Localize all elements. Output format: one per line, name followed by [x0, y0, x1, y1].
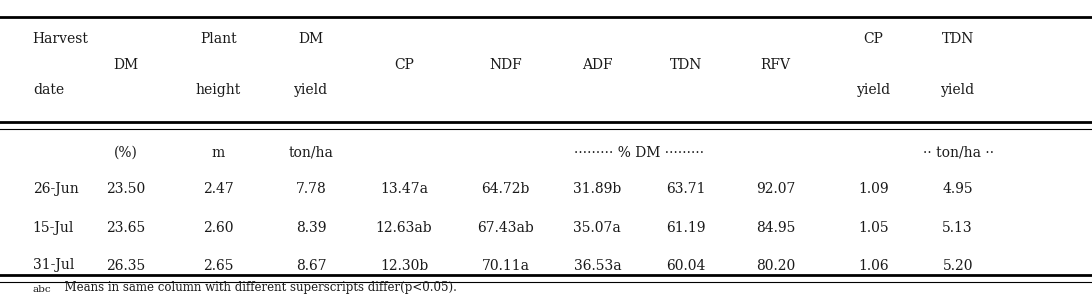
Text: 84.95: 84.95	[756, 221, 795, 235]
Text: 63.71: 63.71	[666, 182, 705, 196]
Text: 60.04: 60.04	[666, 259, 705, 272]
Text: 36.53a: 36.53a	[573, 259, 621, 272]
Text: 5.13: 5.13	[942, 221, 973, 235]
Text: 26-Jun: 26-Jun	[33, 182, 79, 196]
Text: 26.35: 26.35	[106, 259, 145, 272]
Text: 92.07: 92.07	[756, 182, 795, 196]
Text: 7.78: 7.78	[296, 182, 327, 196]
Text: RFV: RFV	[760, 58, 791, 71]
Text: m: m	[212, 146, 225, 160]
Text: TDN: TDN	[669, 58, 702, 71]
Text: 15-Jul: 15-Jul	[33, 221, 74, 235]
Text: 23.65: 23.65	[106, 221, 145, 235]
Text: 61.19: 61.19	[666, 221, 705, 235]
Text: Means in same column with different superscripts differ(p<0.05).: Means in same column with different supe…	[57, 281, 456, 294]
Text: ········· % DM ·········: ········· % DM ·········	[573, 146, 704, 160]
Text: yield: yield	[294, 83, 329, 97]
Text: TDN: TDN	[941, 32, 974, 46]
Text: 12.63ab: 12.63ab	[376, 221, 432, 235]
Text: 31-Jul: 31-Jul	[33, 259, 74, 272]
Text: 80.20: 80.20	[756, 259, 795, 272]
Text: 2.60: 2.60	[203, 221, 234, 235]
Text: DM: DM	[298, 32, 324, 46]
Text: 64.72b: 64.72b	[482, 182, 530, 196]
Text: 4.95: 4.95	[942, 182, 973, 196]
Text: yield: yield	[856, 83, 891, 97]
Text: 31.89b: 31.89b	[573, 182, 621, 196]
Text: 23.50: 23.50	[106, 182, 145, 196]
Text: 2.47: 2.47	[203, 182, 234, 196]
Text: abc: abc	[33, 285, 51, 294]
Text: date: date	[33, 83, 64, 97]
Text: ADF: ADF	[582, 58, 613, 71]
Text: Harvest: Harvest	[33, 32, 88, 46]
Text: 8.39: 8.39	[296, 221, 327, 235]
Text: 1.06: 1.06	[858, 259, 889, 272]
Text: 12.30b: 12.30b	[380, 259, 428, 272]
Text: ton/ha: ton/ha	[288, 146, 334, 160]
Text: CP: CP	[394, 58, 414, 71]
Text: CP: CP	[864, 32, 883, 46]
Text: height: height	[195, 83, 241, 97]
Text: 67.43ab: 67.43ab	[477, 221, 534, 235]
Text: 5.20: 5.20	[942, 259, 973, 272]
Text: NDF: NDF	[489, 58, 522, 71]
Text: yield: yield	[940, 83, 975, 97]
Text: 1.09: 1.09	[858, 182, 889, 196]
Text: 8.67: 8.67	[296, 259, 327, 272]
Text: DM: DM	[112, 58, 139, 71]
Text: 70.11a: 70.11a	[482, 259, 530, 272]
Text: Plant: Plant	[200, 32, 237, 46]
Text: (%): (%)	[114, 146, 138, 160]
Text: 1.05: 1.05	[858, 221, 889, 235]
Text: 2.65: 2.65	[203, 259, 234, 272]
Text: 35.07a: 35.07a	[573, 221, 621, 235]
Text: 13.47a: 13.47a	[380, 182, 428, 196]
Text: ·· ton/ha ··: ·· ton/ha ··	[923, 146, 994, 160]
